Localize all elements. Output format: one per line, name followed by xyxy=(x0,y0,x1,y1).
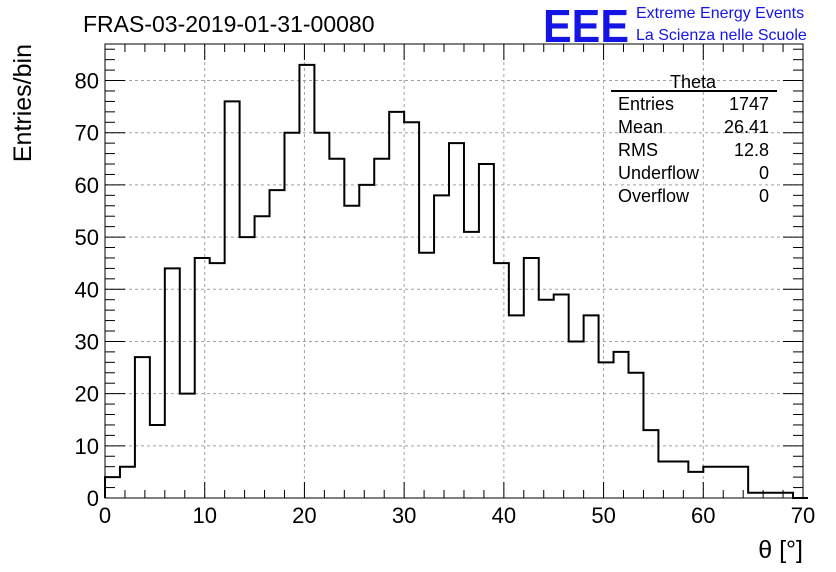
stats-value: 1747 xyxy=(729,94,769,114)
histogram-bin xyxy=(165,268,180,498)
stats-label: RMS xyxy=(618,140,658,160)
x-tick-label: 30 xyxy=(392,503,416,528)
histogram-bin xyxy=(629,373,644,498)
histogram-bin xyxy=(763,493,778,498)
y-tick-label: 50 xyxy=(75,225,99,250)
stats-label: Entries xyxy=(618,94,674,114)
x-tick-label: 0 xyxy=(99,503,111,528)
histogram-bin xyxy=(733,467,748,498)
histogram-bin xyxy=(599,362,614,498)
histogram-bin xyxy=(255,216,270,498)
stats-rows: Entries 1747 Mean 26.41 RMS 12.8 Underflow 0 Ove… xyxy=(618,94,769,206)
x-tick-label: 10 xyxy=(192,503,216,528)
plot-frame xyxy=(104,43,804,499)
histogram-bin xyxy=(748,493,763,498)
histogram-bin xyxy=(374,159,389,498)
histogram-outline xyxy=(104,63,808,499)
y-tick-label: 80 xyxy=(75,69,99,94)
histogram-bin xyxy=(329,159,344,498)
stats-box-title: Theta xyxy=(670,72,717,92)
eee-logo-line1: Extreme Energy Events xyxy=(636,5,804,22)
histogram-bin xyxy=(584,315,599,498)
stats-value: 0 xyxy=(759,163,769,183)
histogram-bin xyxy=(449,143,464,498)
x-tick-labels: 0 10 20 30 40 50 60 70 xyxy=(99,503,815,528)
histogram-bin xyxy=(539,300,554,498)
histogram-bin xyxy=(225,101,240,498)
histogram-bin xyxy=(120,467,135,498)
histogram-bin xyxy=(359,185,374,498)
y-tick-label: 10 xyxy=(75,434,99,459)
y-tick-label: 20 xyxy=(75,382,99,407)
y-axis-label: Entries/bin xyxy=(9,44,37,162)
stats-box: Theta Entries 1747 Mean 26.41 RMS 12.8 Underfl… xyxy=(611,72,777,206)
histogram-bin xyxy=(284,133,299,498)
stats-value: 26.41 xyxy=(724,117,769,137)
stats-value: 0 xyxy=(759,186,769,206)
x-axis-label: θ [°] xyxy=(758,536,803,564)
histogram-bin xyxy=(389,112,404,498)
histogram-bin xyxy=(150,425,165,498)
histogram-bin xyxy=(479,164,494,498)
y-tick-label: 40 xyxy=(75,277,99,302)
stats-label: Mean xyxy=(618,117,663,137)
histogram-bin xyxy=(210,263,225,498)
histogram-bin xyxy=(135,357,150,498)
histogram-bin xyxy=(419,253,434,498)
histogram-bin xyxy=(404,122,419,498)
histogram-bin xyxy=(524,258,539,498)
stats-label: Underflow xyxy=(618,163,700,183)
histogram-bin xyxy=(464,232,479,498)
histogram-bin xyxy=(778,493,793,498)
histogram-bin xyxy=(509,315,524,498)
y-tick-label: 0 xyxy=(87,486,99,511)
x-tick-label: 40 xyxy=(492,503,516,528)
histogram-bin xyxy=(299,65,314,498)
histogram-bin xyxy=(180,394,195,498)
y-tick-label: 60 xyxy=(75,173,99,198)
histogram-bin xyxy=(718,467,733,498)
grid-layer xyxy=(105,44,803,498)
histogram-bin xyxy=(673,461,688,498)
y-tick-label: 30 xyxy=(75,329,99,354)
histogram-bin xyxy=(434,195,449,498)
histogram-bin xyxy=(494,263,509,498)
histogram-bins xyxy=(105,65,793,498)
histogram-bin xyxy=(554,294,569,498)
x-tick-label: 70 xyxy=(791,503,815,528)
y-tick-label: 70 xyxy=(75,121,99,146)
x-tick-label: 60 xyxy=(691,503,715,528)
histogram-bin xyxy=(270,190,285,498)
histogram-bin xyxy=(703,467,718,498)
eee-logo: EEE Extreme Energy Events La Scienza nel… xyxy=(543,0,807,52)
histogram-bin xyxy=(688,472,703,498)
histogram-bin xyxy=(344,206,359,498)
histogram-bin xyxy=(614,352,629,498)
stats-label: Overflow xyxy=(618,186,690,206)
axis-ticks xyxy=(104,44,804,499)
histogram-bin xyxy=(569,341,584,498)
stats-value: 12.8 xyxy=(734,140,769,160)
x-tick-label: 50 xyxy=(591,503,615,528)
histogram-bin xyxy=(658,461,673,498)
histogram-bin xyxy=(195,258,210,498)
histogram-bin xyxy=(240,237,255,498)
x-tick-label: 20 xyxy=(292,503,316,528)
eee-logo-line2: La Scienza nelle Scuole xyxy=(636,27,807,44)
histogram-bin xyxy=(643,430,658,498)
eee-logo-mark: EEE xyxy=(543,0,629,52)
histogram-bin xyxy=(314,133,329,498)
y-tick-labels: 0 10 20 30 40 50 60 70 80 xyxy=(75,69,99,511)
chart-title: FRAS-03-2019-01-31-00080 xyxy=(83,11,375,37)
